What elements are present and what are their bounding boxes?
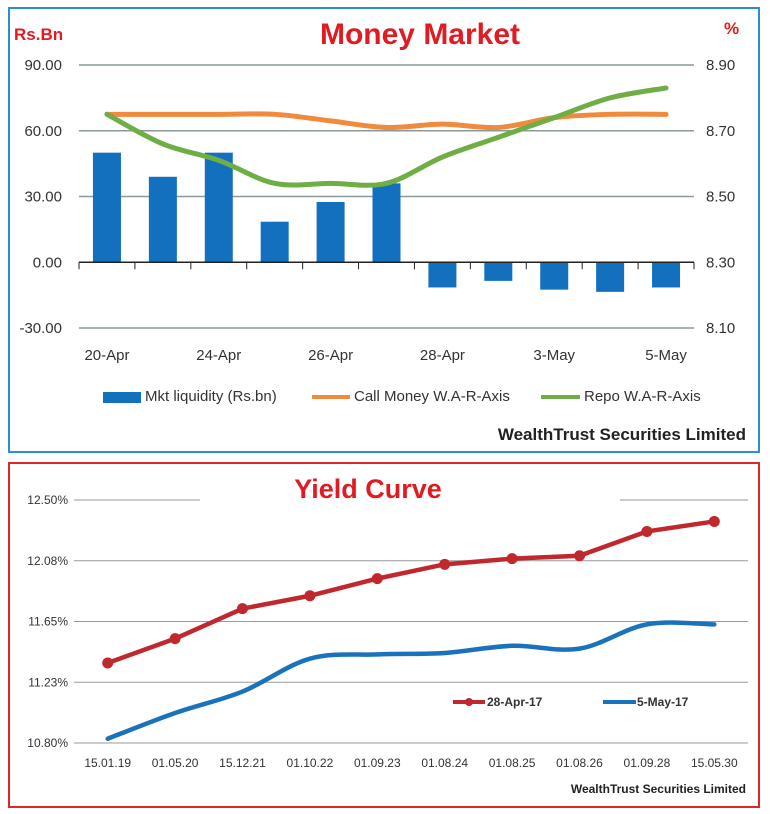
right-tick-label: 8.90 (706, 57, 735, 74)
liquidity-bar (428, 262, 457, 288)
liquidity-bar (652, 262, 681, 288)
y-tick-label: 11.65% (28, 615, 68, 629)
x-tick-label: 20-Apr (84, 347, 129, 364)
series-28-apr-marker (439, 558, 451, 570)
series-28-apr-marker (102, 657, 114, 669)
right-tick-label: 8.70 (706, 123, 735, 140)
left-tick-label: 60.00 (24, 123, 62, 140)
x-tick-label: 01.09.28 (624, 756, 671, 770)
x-tick-label: 15.12.21 (219, 756, 266, 770)
liquidity-bar (260, 221, 289, 263)
left-tick-label: 30.00 (24, 189, 62, 206)
x-tick-label: 15.05.30 (691, 756, 738, 770)
y-tick-label: 11.23% (28, 675, 68, 689)
series-28-apr-line (106, 519, 715, 666)
right-axis-unit: % (724, 19, 739, 38)
liquidity-bar (372, 183, 401, 263)
legend-label-liquidity: Mkt liquidity (Rs.bn) (145, 388, 277, 405)
legend-label-28-apr: 28-Apr-17 (487, 695, 543, 709)
liquidity-bar (204, 152, 233, 263)
x-tick-label: 28-Apr (420, 347, 465, 364)
y-tick-label: 10.80% (27, 736, 68, 750)
money-market-title: Money Market (320, 18, 520, 51)
y-tick-label: 12.08% (27, 554, 68, 568)
repo-line (104, 85, 669, 188)
liquidity-bar (316, 201, 345, 263)
x-tick-label: 01.05.20 (152, 756, 199, 770)
call-money-line (104, 111, 669, 131)
title-backdrop (200, 470, 620, 510)
yield-curve-source: WealthTrust Securities Limited (571, 782, 746, 796)
legend-label-5-may: 5-May-17 (637, 695, 689, 709)
y-tick-label: 12.50% (27, 493, 68, 507)
series-5-may-line (105, 620, 717, 741)
series-28-apr-marker (574, 550, 585, 562)
x-tick-label: 01.08.24 (421, 756, 468, 770)
x-tick-label: 01.10.22 (287, 756, 334, 770)
yield-curve-title: Yield Curve (294, 474, 442, 504)
series-28-apr-marker (304, 590, 316, 602)
legend-label-call-money: Call Money W.A-R-Axis (354, 388, 510, 405)
right-tick-label: 8.30 (706, 254, 735, 271)
x-tick-label: 26-Apr (308, 347, 353, 364)
series-28-apr-marker (506, 553, 518, 565)
liquidity-bar (596, 262, 625, 292)
series-28-apr-marker (237, 603, 248, 615)
liquidity-bar (540, 262, 569, 290)
right-tick-label: 8.50 (706, 189, 735, 206)
series-28-apr-marker (641, 525, 653, 537)
legend-marker-28-apr (465, 698, 473, 706)
series-28-apr-marker (371, 573, 383, 585)
x-tick-label: 01.09.23 (354, 756, 401, 770)
liquidity-bar (148, 176, 177, 263)
x-tick-label: 3-May (533, 347, 575, 364)
series-28-apr-marker (708, 515, 720, 527)
legend-swatch-liquidity (103, 392, 141, 403)
yield-curve-frame (8, 462, 760, 808)
left-tick-label: -30.00 (19, 320, 62, 337)
x-tick-label: 15.01.19 (84, 756, 131, 770)
x-tick-label: 01.08.25 (489, 756, 536, 770)
left-tick-label: 90.00 (24, 57, 62, 74)
x-tick-label: 5-May (645, 347, 687, 364)
money-market-source: WealthTrust Securities Limited (498, 425, 746, 444)
x-tick-label: 24-Apr (196, 347, 241, 364)
liquidity-bar (484, 262, 513, 281)
right-tick-label: 8.10 (706, 320, 735, 337)
legend-label-repo: Repo W.A-R-Axis (584, 388, 701, 405)
x-tick-label: 01.08.26 (556, 756, 603, 770)
left-axis-unit: Rs.Bn (14, 25, 63, 44)
left-tick-label: 0.00 (33, 254, 62, 271)
series-28-apr-marker (169, 633, 181, 645)
liquidity-bar (92, 152, 121, 263)
